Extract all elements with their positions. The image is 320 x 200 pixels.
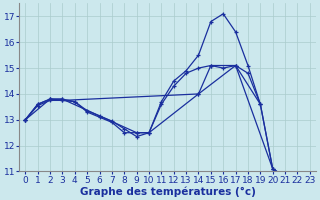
X-axis label: Graphe des températures (°c): Graphe des températures (°c) bbox=[80, 186, 255, 197]
